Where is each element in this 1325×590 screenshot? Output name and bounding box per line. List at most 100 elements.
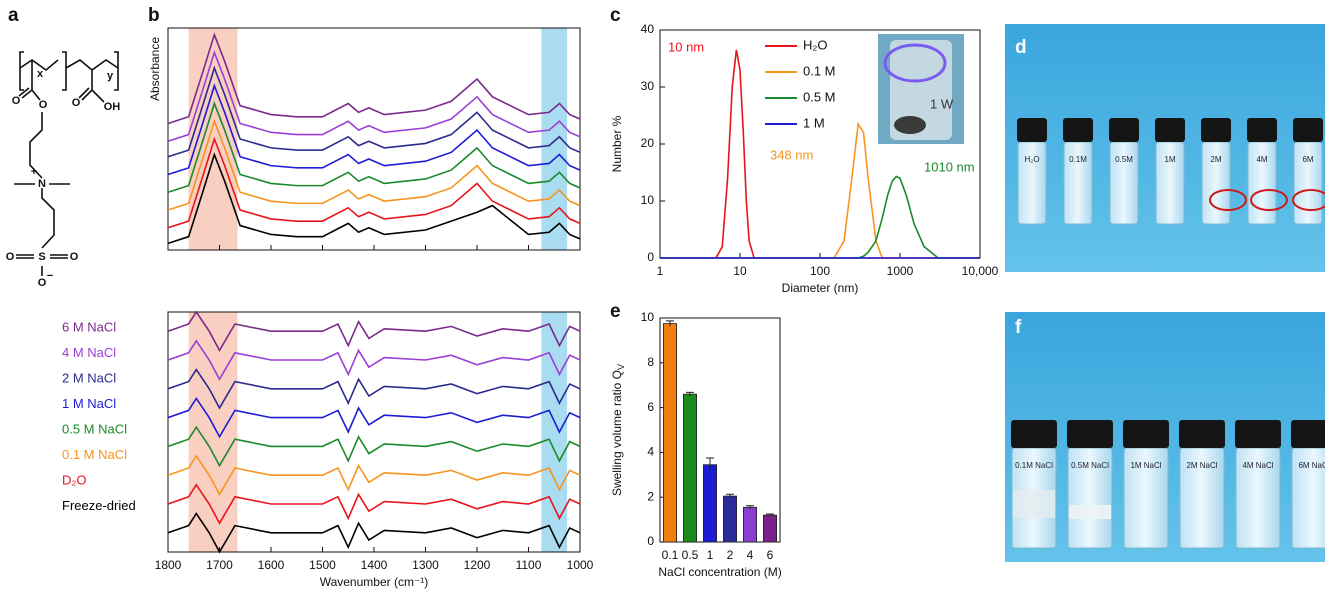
error-bar [666,320,674,327]
vial-cap [1123,420,1169,448]
data-line [167,101,581,194]
data-line [167,118,581,211]
vials: H₂O 0.1M 0.5M 1M 2M 4M 6M 0.1M NaCl 0.5M NaCl 1M … [1011,118,1325,549]
y-axis-label: Number % [610,115,624,172]
legend-entry: 4 M NaCl [62,345,116,360]
vial-cap [1291,420,1325,448]
panel-label: f [1015,317,1022,338]
vial-label: 2M NaCl [1186,461,1217,470]
data-line [167,425,581,468]
y-tick-label: 40 [641,22,655,36]
legend-entry: D₂O [62,472,87,487]
data-line [167,136,581,229]
y-tick-label: 2 [647,489,654,503]
annotation: 348 nm [770,147,813,162]
vial-label: 0.5M [1115,155,1133,164]
bar [703,464,718,543]
x-tick-label: 1000 [567,558,594,572]
atom: O [38,277,47,289]
data-line [167,483,581,525]
vial-cap [1017,118,1047,142]
vial-label: 0.1M NaCl [1015,461,1053,470]
sediment [1013,490,1055,518]
inset-gel [894,116,926,134]
inset-label: 1 W [930,96,954,111]
atom: O [12,95,21,107]
error-bar [706,457,714,472]
atom: N [38,178,46,190]
y-tick-label: 0 [647,250,654,264]
bar [683,393,698,543]
y-tick-label: 20 [641,136,655,150]
highlight-band [188,28,238,250]
data-line [167,396,581,439]
x-tick-label: 10,000 [962,264,999,278]
data-line [167,152,581,245]
panel-label: b [148,5,160,26]
highlight-band [188,312,238,552]
x-axis-label: Diameter (nm) [782,281,859,295]
y-tick-label: 10 [641,310,655,324]
vial-cap [1011,420,1057,448]
data-line [167,339,581,381]
x-tick-label: 1400 [361,558,388,572]
vial-label: H₂O [1024,155,1039,164]
x-tick-label: 2 [727,548,734,562]
error-bar [686,391,694,396]
legend-entry: Freeze-dried [62,498,136,513]
data-line [660,175,980,259]
atom: S [38,251,45,263]
error-bar [726,493,734,498]
panel-label: a [8,5,19,26]
charge: − [47,270,53,282]
atom: O [70,251,79,263]
y-axis-label-text: Number % [610,115,624,172]
x-tick-label: 1600 [258,558,285,572]
vial-cap [1063,118,1093,142]
sediment [1069,505,1111,519]
vial-cap [1235,420,1281,448]
legend-entry: 0.1 M [803,63,836,78]
atom: O [39,99,48,111]
x-tick-label: 4 [747,548,754,562]
y-tick-label: 10 [641,193,655,207]
vial-label: 2M [1210,155,1221,164]
vial-label: 0.1M [1069,155,1087,164]
subscript: x [37,68,44,80]
data-line [167,65,581,158]
x-tick-label: 1100 [516,558,542,572]
vial-label: 1M NaCl [1130,461,1161,470]
data-line [167,49,581,142]
atom: O [6,251,15,263]
bar [743,506,758,543]
vial-label: 0.5M NaCl [1071,461,1109,470]
annotation: 1010 nm [924,159,975,174]
data-line [660,121,980,259]
circle-marker [1292,189,1325,211]
panel-label: e [610,301,621,322]
legend-entry: 0.5 M NaCl [62,421,127,436]
vial-label: 6M NaCl [1298,461,1325,470]
x-tick-label: 1500 [309,558,336,572]
charge: + [31,166,37,178]
vial-label: 4M [1256,155,1267,164]
data-line [167,368,581,410]
vial-cap [1109,118,1139,142]
bar [663,323,678,543]
y-tick-label: 0 [647,534,654,548]
inset-vial [890,40,952,140]
data-line [167,454,581,497]
x-tick-label: 0.5 [682,548,699,562]
x-axis-label: Wavenumber (cm⁻¹) [320,575,429,589]
x-tick-label: 1000 [887,264,914,278]
y-tick-label: 30 [641,79,655,93]
vial-cap [1247,118,1277,142]
vial-cap [1293,118,1323,142]
data-line [167,310,581,353]
x-tick-label: 0.1 [662,548,679,562]
y-axis-label: Swelling volume ratio QV [610,364,626,496]
bar [763,514,778,543]
x-tick-label: 6 [767,548,774,562]
atom: OH [104,101,121,113]
x-axis-label: NaCl concentration (M) [658,565,781,579]
